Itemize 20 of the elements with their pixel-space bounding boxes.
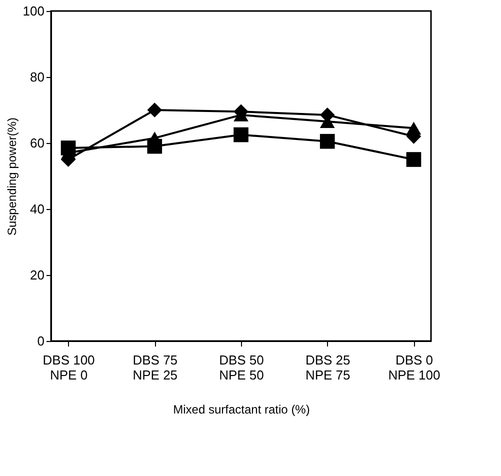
x-tick-label: DBS 50 NPE 50 <box>219 352 264 382</box>
x-tick-label: DBS 100 NPE 0 <box>42 352 95 382</box>
y-tick-label: 80 <box>30 70 44 84</box>
point <box>406 122 422 135</box>
point <box>147 102 162 118</box>
y-tick-label: 0 <box>37 334 44 348</box>
x-tick-label: DBS 25 NPE 75 <box>305 352 350 382</box>
point <box>60 140 76 156</box>
y-tick-label: 100 <box>22 4 44 18</box>
y-tick-label: 60 <box>30 136 44 150</box>
point <box>320 134 335 149</box>
point <box>406 152 422 167</box>
y-axis-title: Suspending power(%) <box>4 117 19 236</box>
y-tick-label: 40 <box>30 202 44 216</box>
point <box>147 138 162 154</box>
x-tick-label: DBS 0 NPE 100 <box>388 352 440 382</box>
point <box>234 127 248 142</box>
x-tick-label: DBS 75 NPE 25 <box>132 352 178 382</box>
y-tick-label: 20 <box>30 268 44 282</box>
x-axis-title: Mixed surfactant ratio (%) <box>173 402 310 416</box>
